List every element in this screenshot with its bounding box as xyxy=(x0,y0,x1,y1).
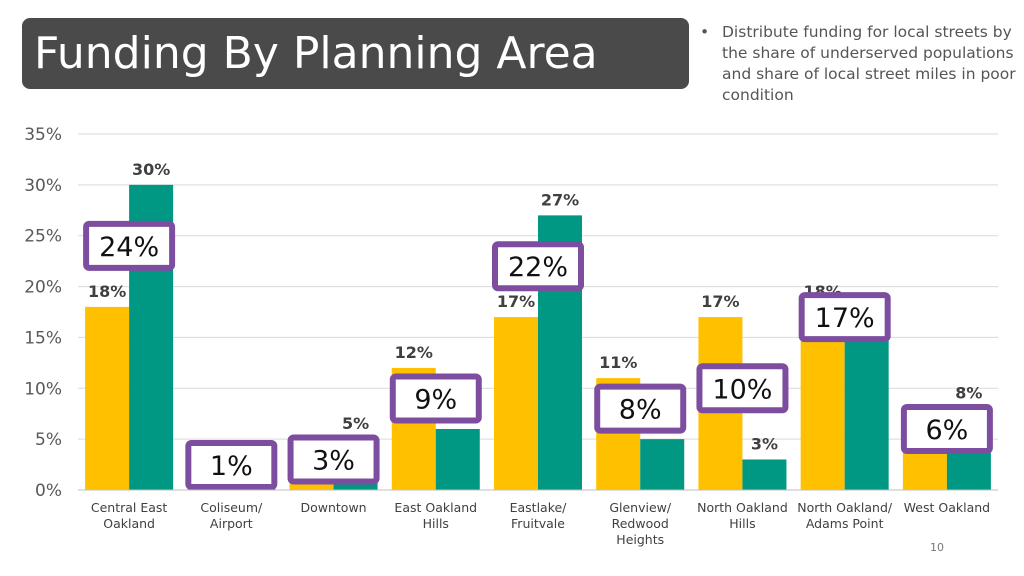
bar xyxy=(844,327,889,490)
combined-share-box xyxy=(83,220,176,271)
combined-share-label: 17% xyxy=(815,303,875,334)
bullet-text: Distribute funding for local streets by … xyxy=(722,23,1016,104)
combined-share-box xyxy=(389,373,482,424)
data-label: 17% xyxy=(701,292,739,311)
bar xyxy=(640,439,685,490)
data-label: 11% xyxy=(599,353,637,372)
y-tick-label: 20% xyxy=(24,278,62,298)
page-number: 10 xyxy=(930,541,944,554)
y-tick-label: 10% xyxy=(24,379,62,399)
data-label: 27% xyxy=(541,190,579,209)
category-label: Heights xyxy=(616,532,664,547)
combined-share-box xyxy=(798,292,891,343)
combined-share-box xyxy=(696,363,789,414)
category-label: Central East xyxy=(91,500,168,515)
y-tick-label: 5% xyxy=(35,430,62,450)
category-label: East Oakland xyxy=(394,500,477,515)
category-label: Hills xyxy=(423,516,449,531)
category-label: Redwood xyxy=(612,516,669,531)
category-label: Hills xyxy=(729,516,755,531)
data-label: 17% xyxy=(497,292,535,311)
slide-title: Funding By Planning Area xyxy=(22,18,689,89)
combined-share-label: 10% xyxy=(712,374,772,405)
bar xyxy=(494,317,538,490)
combined-share-label: 1% xyxy=(210,451,253,482)
data-label: 5% xyxy=(342,414,369,433)
combined-share-box xyxy=(287,434,380,485)
bar xyxy=(435,428,480,490)
data-label: 12% xyxy=(395,343,433,362)
data-label: 3% xyxy=(751,434,778,453)
data-label: 8% xyxy=(955,384,982,403)
category-label: Adams Point xyxy=(806,516,884,531)
category-label: Glenview/ xyxy=(609,500,672,515)
category-label: Eastlake/ xyxy=(510,500,568,515)
combined-share-box xyxy=(900,403,993,454)
data-label: 30% xyxy=(132,160,170,179)
category-label: Oakland xyxy=(103,516,155,531)
combined-share-label: 9% xyxy=(414,384,457,415)
combined-share-box xyxy=(594,383,687,434)
category-label: Fruitvale xyxy=(511,516,565,531)
data-label: 18% xyxy=(88,282,126,301)
bar xyxy=(85,306,130,490)
combined-share-box xyxy=(185,440,278,490)
combined-share-label: 6% xyxy=(925,415,968,446)
y-tick-label: 15% xyxy=(24,328,62,348)
y-tick-label: 25% xyxy=(24,227,62,247)
category-label: North Oakland/ xyxy=(797,500,893,515)
category-label: Airport xyxy=(210,516,253,531)
category-label: North Oakland xyxy=(697,500,788,515)
combined-share-label: 8% xyxy=(619,395,662,426)
y-tick-label: 0% xyxy=(35,481,62,501)
combined-share-label: 3% xyxy=(312,445,355,476)
category-label: Coliseum/ xyxy=(200,500,263,515)
combined-share-box xyxy=(492,241,584,292)
category-label: West Oakland xyxy=(904,500,990,515)
bar xyxy=(902,449,947,490)
combined-share-label: 22% xyxy=(508,252,568,283)
y-tick-label: 35% xyxy=(24,125,62,145)
combined-share-label: 24% xyxy=(99,232,159,263)
category-label: Downtown xyxy=(300,500,366,515)
bar xyxy=(742,459,787,490)
y-tick-label: 30% xyxy=(24,176,62,196)
